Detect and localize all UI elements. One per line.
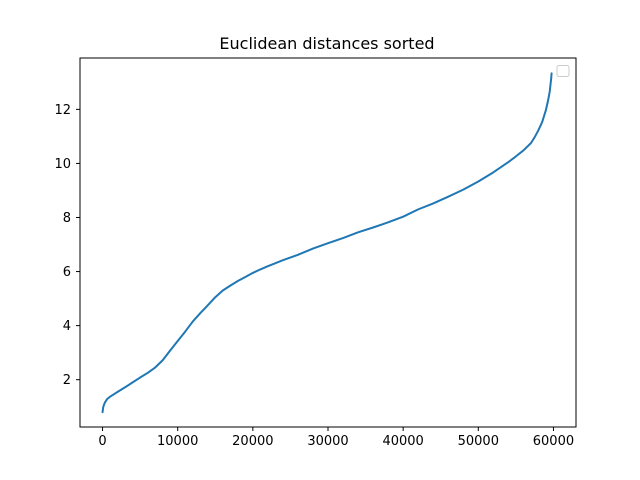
- y-tick-label: 10: [54, 157, 71, 172]
- x-tick-label: 30000: [307, 434, 348, 449]
- x-tick-label: 60000: [533, 434, 574, 449]
- series-line: [101, 72, 553, 414]
- y-tick-label: 6: [63, 265, 71, 280]
- x-tick-label: 40000: [382, 434, 423, 449]
- axes-frame: [79, 57, 577, 428]
- y-tick-label: 8: [63, 211, 71, 226]
- x-tick-label: 20000: [232, 434, 273, 449]
- x-tick-label: 50000: [458, 434, 499, 449]
- y-tick-label: 2: [63, 373, 71, 388]
- x-tick-label: 10000: [157, 434, 198, 449]
- y-tick-label: 4: [63, 319, 71, 334]
- y-tick-label: 12: [54, 103, 71, 118]
- legend-box: [556, 65, 570, 77]
- axis-ticks: 0 10000 20000 30000 40000 50000 60000 2 4 6 8 10 12: [54, 103, 574, 449]
- x-tick-label: 0: [98, 434, 106, 449]
- chart-title: Euclidean distances sorted: [219, 34, 434, 53]
- plot-area: [101, 72, 553, 414]
